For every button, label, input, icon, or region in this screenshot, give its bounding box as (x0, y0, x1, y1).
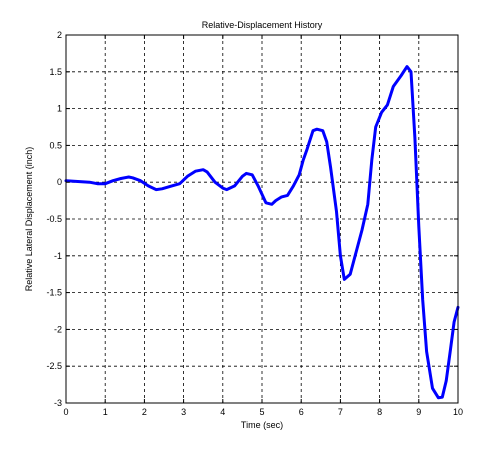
chart-title: Relative-Displacement History (202, 20, 323, 30)
y-tick-label: 2 (57, 30, 62, 40)
y-tick-label: -1.5 (46, 288, 62, 298)
y-tick-label: -2.5 (46, 361, 62, 371)
x-tick-label: 2 (142, 407, 147, 417)
x-axis-ticks: 0 1 2 3 4 5 6 7 8 9 10 (63, 35, 463, 417)
y-tick-label: 1 (57, 104, 62, 114)
x-tick-label: 6 (299, 407, 304, 417)
y-axis-label: Relative Lateral Displacement (inch) (24, 147, 34, 292)
x-tick-label: 10 (453, 407, 463, 417)
y-tick-label: 0.5 (49, 140, 62, 150)
x-tick-label: 9 (416, 407, 421, 417)
x-tick-label: 4 (220, 407, 225, 417)
x-tick-label: 5 (259, 407, 264, 417)
x-tick-label: 3 (181, 407, 186, 417)
y-tick-label: -0.5 (46, 214, 62, 224)
y-tick-label: -2 (54, 324, 62, 334)
x-tick-label: 1 (103, 407, 108, 417)
y-axis-ticks: 2 1.5 1 0.5 0 -0.5 -1 -1.5 -2 -2.5 -3 (46, 30, 458, 408)
x-axis-label: Time (sec) (241, 420, 283, 430)
y-tick-label: 1.5 (49, 67, 62, 77)
series-line (64, 65, 460, 400)
y-tick-label: -3 (54, 398, 62, 408)
x-tick-label: 0 (63, 407, 68, 417)
y-tick-label: 0 (57, 177, 62, 187)
y-tick-label: -1 (54, 251, 62, 261)
grid (66, 35, 458, 403)
x-tick-label: 8 (377, 407, 382, 417)
x-tick-label: 7 (338, 407, 343, 417)
series-layer (64, 65, 460, 400)
